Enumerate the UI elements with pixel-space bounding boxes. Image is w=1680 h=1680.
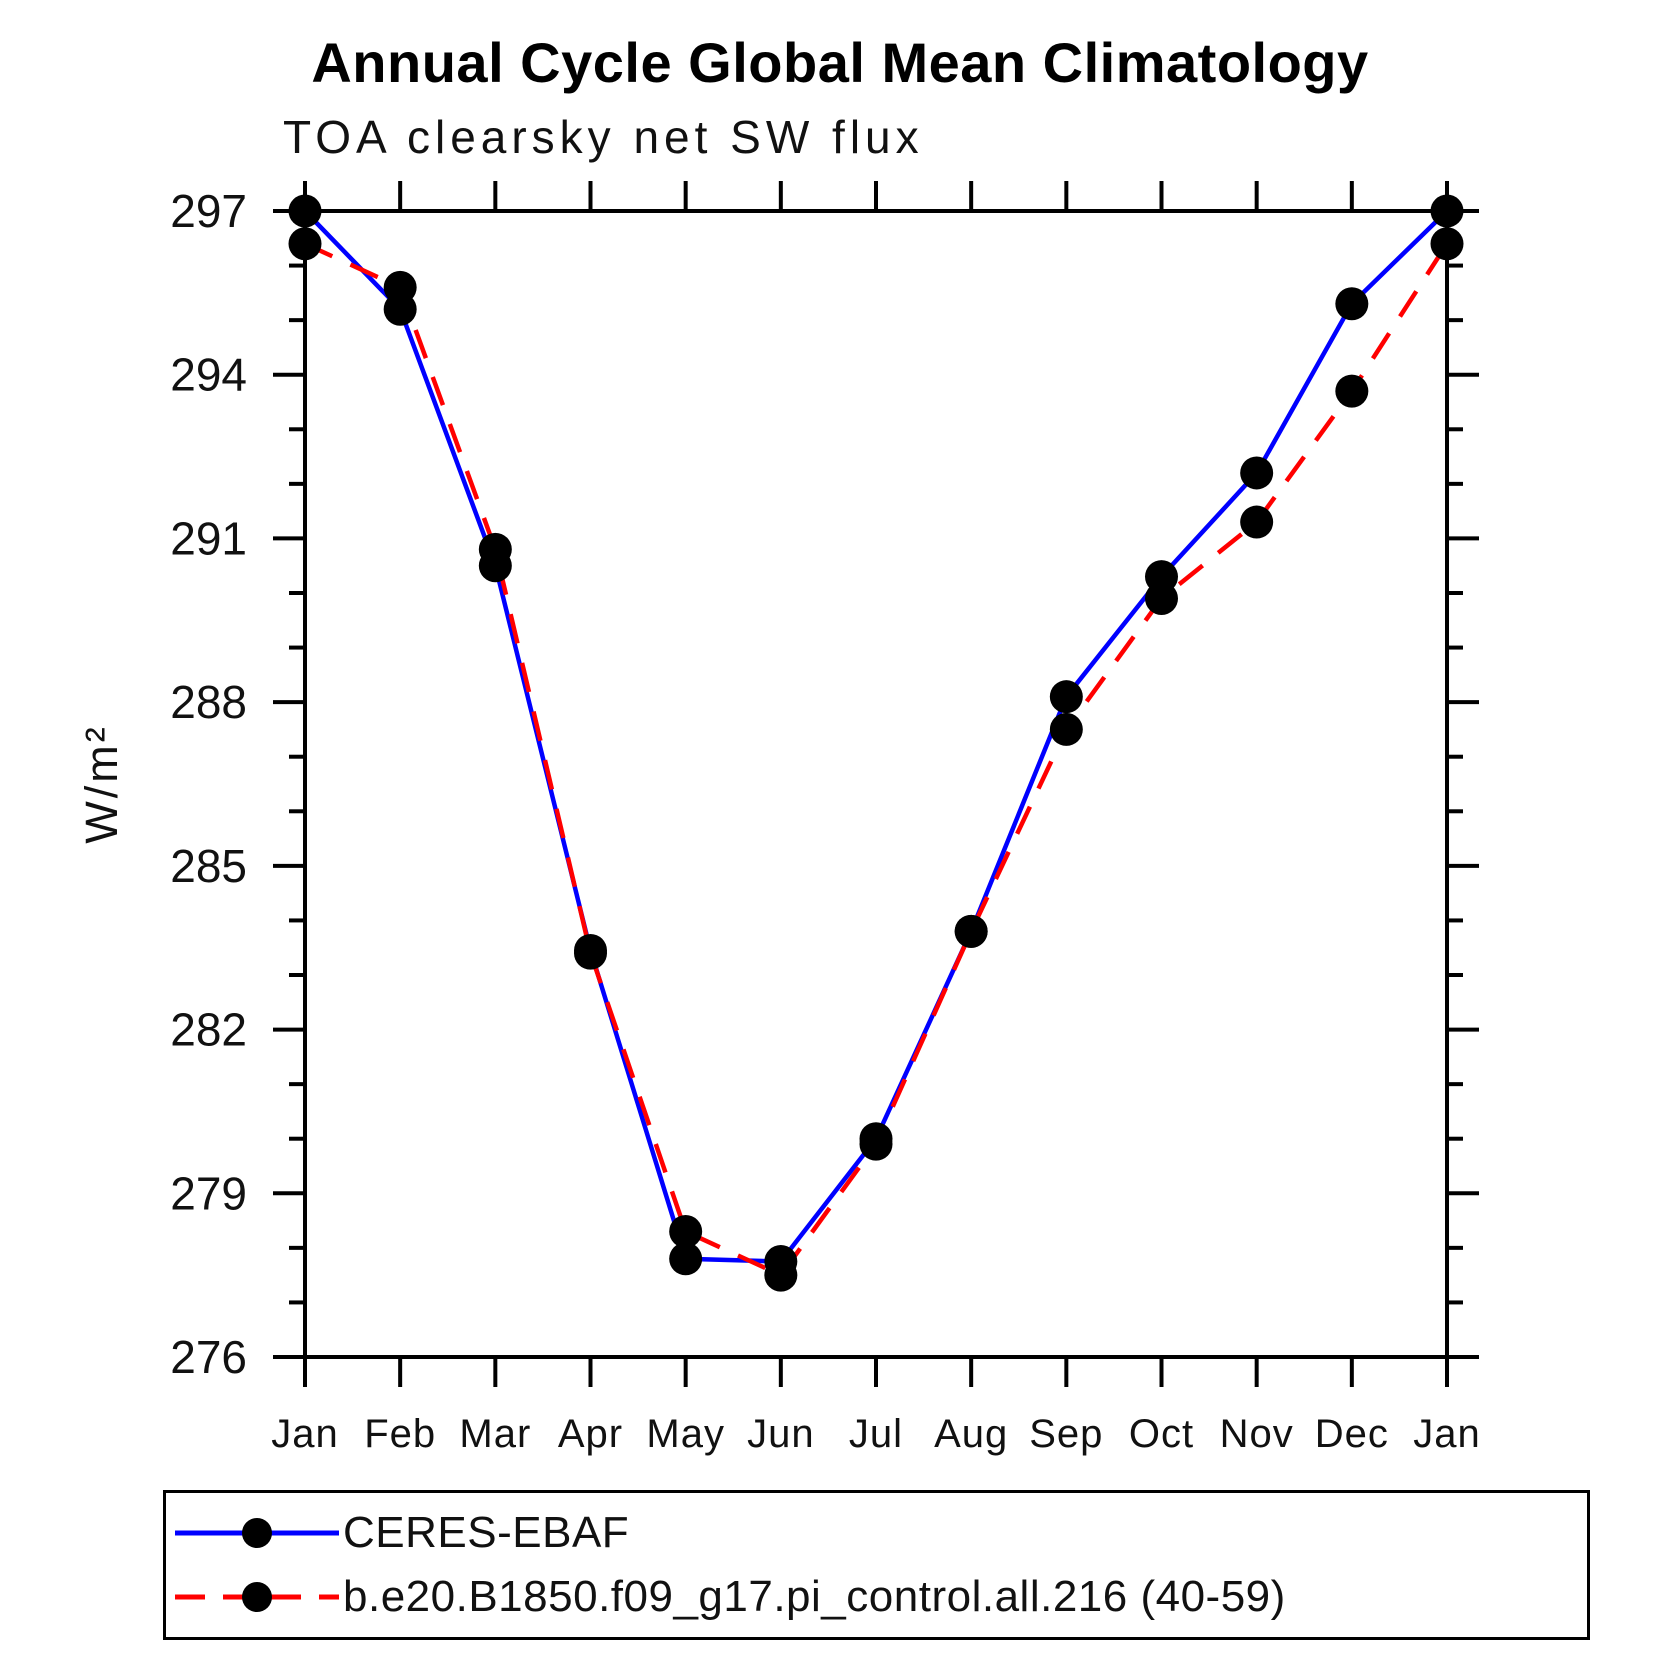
y-tick-label: 294 bbox=[170, 349, 247, 401]
x-tick-label: Dec bbox=[1315, 1412, 1389, 1456]
x-tick-label: Sep bbox=[1029, 1412, 1103, 1456]
y-tick-label: 291 bbox=[170, 512, 247, 564]
data-point-s1 bbox=[859, 1127, 893, 1161]
data-point-s0 bbox=[1240, 456, 1274, 490]
legend-swatch-solid-line-icon bbox=[175, 1517, 339, 1548]
data-point-s1 bbox=[764, 1258, 798, 1292]
x-tick-label: Jul bbox=[849, 1412, 903, 1456]
data-point-s1 bbox=[383, 270, 417, 304]
y-tick-label: 282 bbox=[170, 1004, 247, 1056]
legend: CERES-EBAF b.e20.B1850.f09_g17.pi_contro… bbox=[163, 1490, 1590, 1640]
series-line-1 bbox=[304, 241, 1449, 1278]
data-point-s1 bbox=[1145, 581, 1178, 615]
series-line-0 bbox=[303, 209, 1449, 1264]
x-tick-label: Oct bbox=[1129, 1412, 1194, 1456]
x-tick-label: May bbox=[646, 1412, 725, 1456]
data-point-s0 bbox=[1335, 287, 1369, 321]
data-point-s0 bbox=[1430, 194, 1464, 228]
data-point-s0 bbox=[669, 1242, 703, 1276]
y-tick-label: 276 bbox=[170, 1331, 247, 1383]
data-point-s1 bbox=[288, 227, 322, 261]
y-tick-label: 285 bbox=[170, 840, 247, 892]
legend-label-model: b.e20.B1850.f09_g17.pi_control.all.216 (… bbox=[343, 1572, 1286, 1622]
x-tick-label: Mar bbox=[459, 1412, 531, 1456]
x-tick-label: Apr bbox=[558, 1412, 623, 1456]
x-tick-label: Feb bbox=[364, 1412, 436, 1456]
data-point-s1 bbox=[1430, 227, 1464, 261]
x-tick-label: Jan bbox=[1413, 1412, 1481, 1456]
data-point-s0 bbox=[1049, 680, 1083, 714]
y-tick-label: 297 bbox=[170, 185, 247, 237]
data-point-s1 bbox=[669, 1214, 703, 1248]
x-tick-label: Jan bbox=[271, 1412, 339, 1456]
chart-subtitle: TOA clearsky net SW flux bbox=[283, 111, 924, 163]
y-tick-label: 279 bbox=[170, 1167, 247, 1219]
x-tick-label: Jun bbox=[747, 1412, 815, 1456]
chart-title: Annual Cycle Global Mean Climatology bbox=[311, 31, 1369, 94]
data-point-s1 bbox=[574, 936, 607, 970]
data-point-s1 bbox=[1335, 374, 1369, 408]
legend-item-ceres-ebaf: CERES-EBAF bbox=[166, 1508, 1587, 1558]
y-tick-label: 288 bbox=[170, 676, 247, 728]
data-point-s0 bbox=[288, 194, 322, 228]
data-point-s1 bbox=[1049, 712, 1083, 746]
data-point-s1 bbox=[478, 532, 512, 566]
legend-swatch-dashed-line-icon bbox=[175, 1582, 339, 1613]
data-point-s1 bbox=[1240, 505, 1274, 539]
legend-item-model-run: b.e20.B1850.f09_g17.pi_control.all.216 (… bbox=[166, 1572, 1587, 1622]
legend-label-observation: CERES-EBAF bbox=[343, 1507, 630, 1557]
plot-frame bbox=[303, 209, 1449, 1359]
x-tick-label: Aug bbox=[934, 1412, 1008, 1456]
data-point-s1 bbox=[954, 914, 988, 948]
x-tick-label: Nov bbox=[1220, 1412, 1294, 1456]
